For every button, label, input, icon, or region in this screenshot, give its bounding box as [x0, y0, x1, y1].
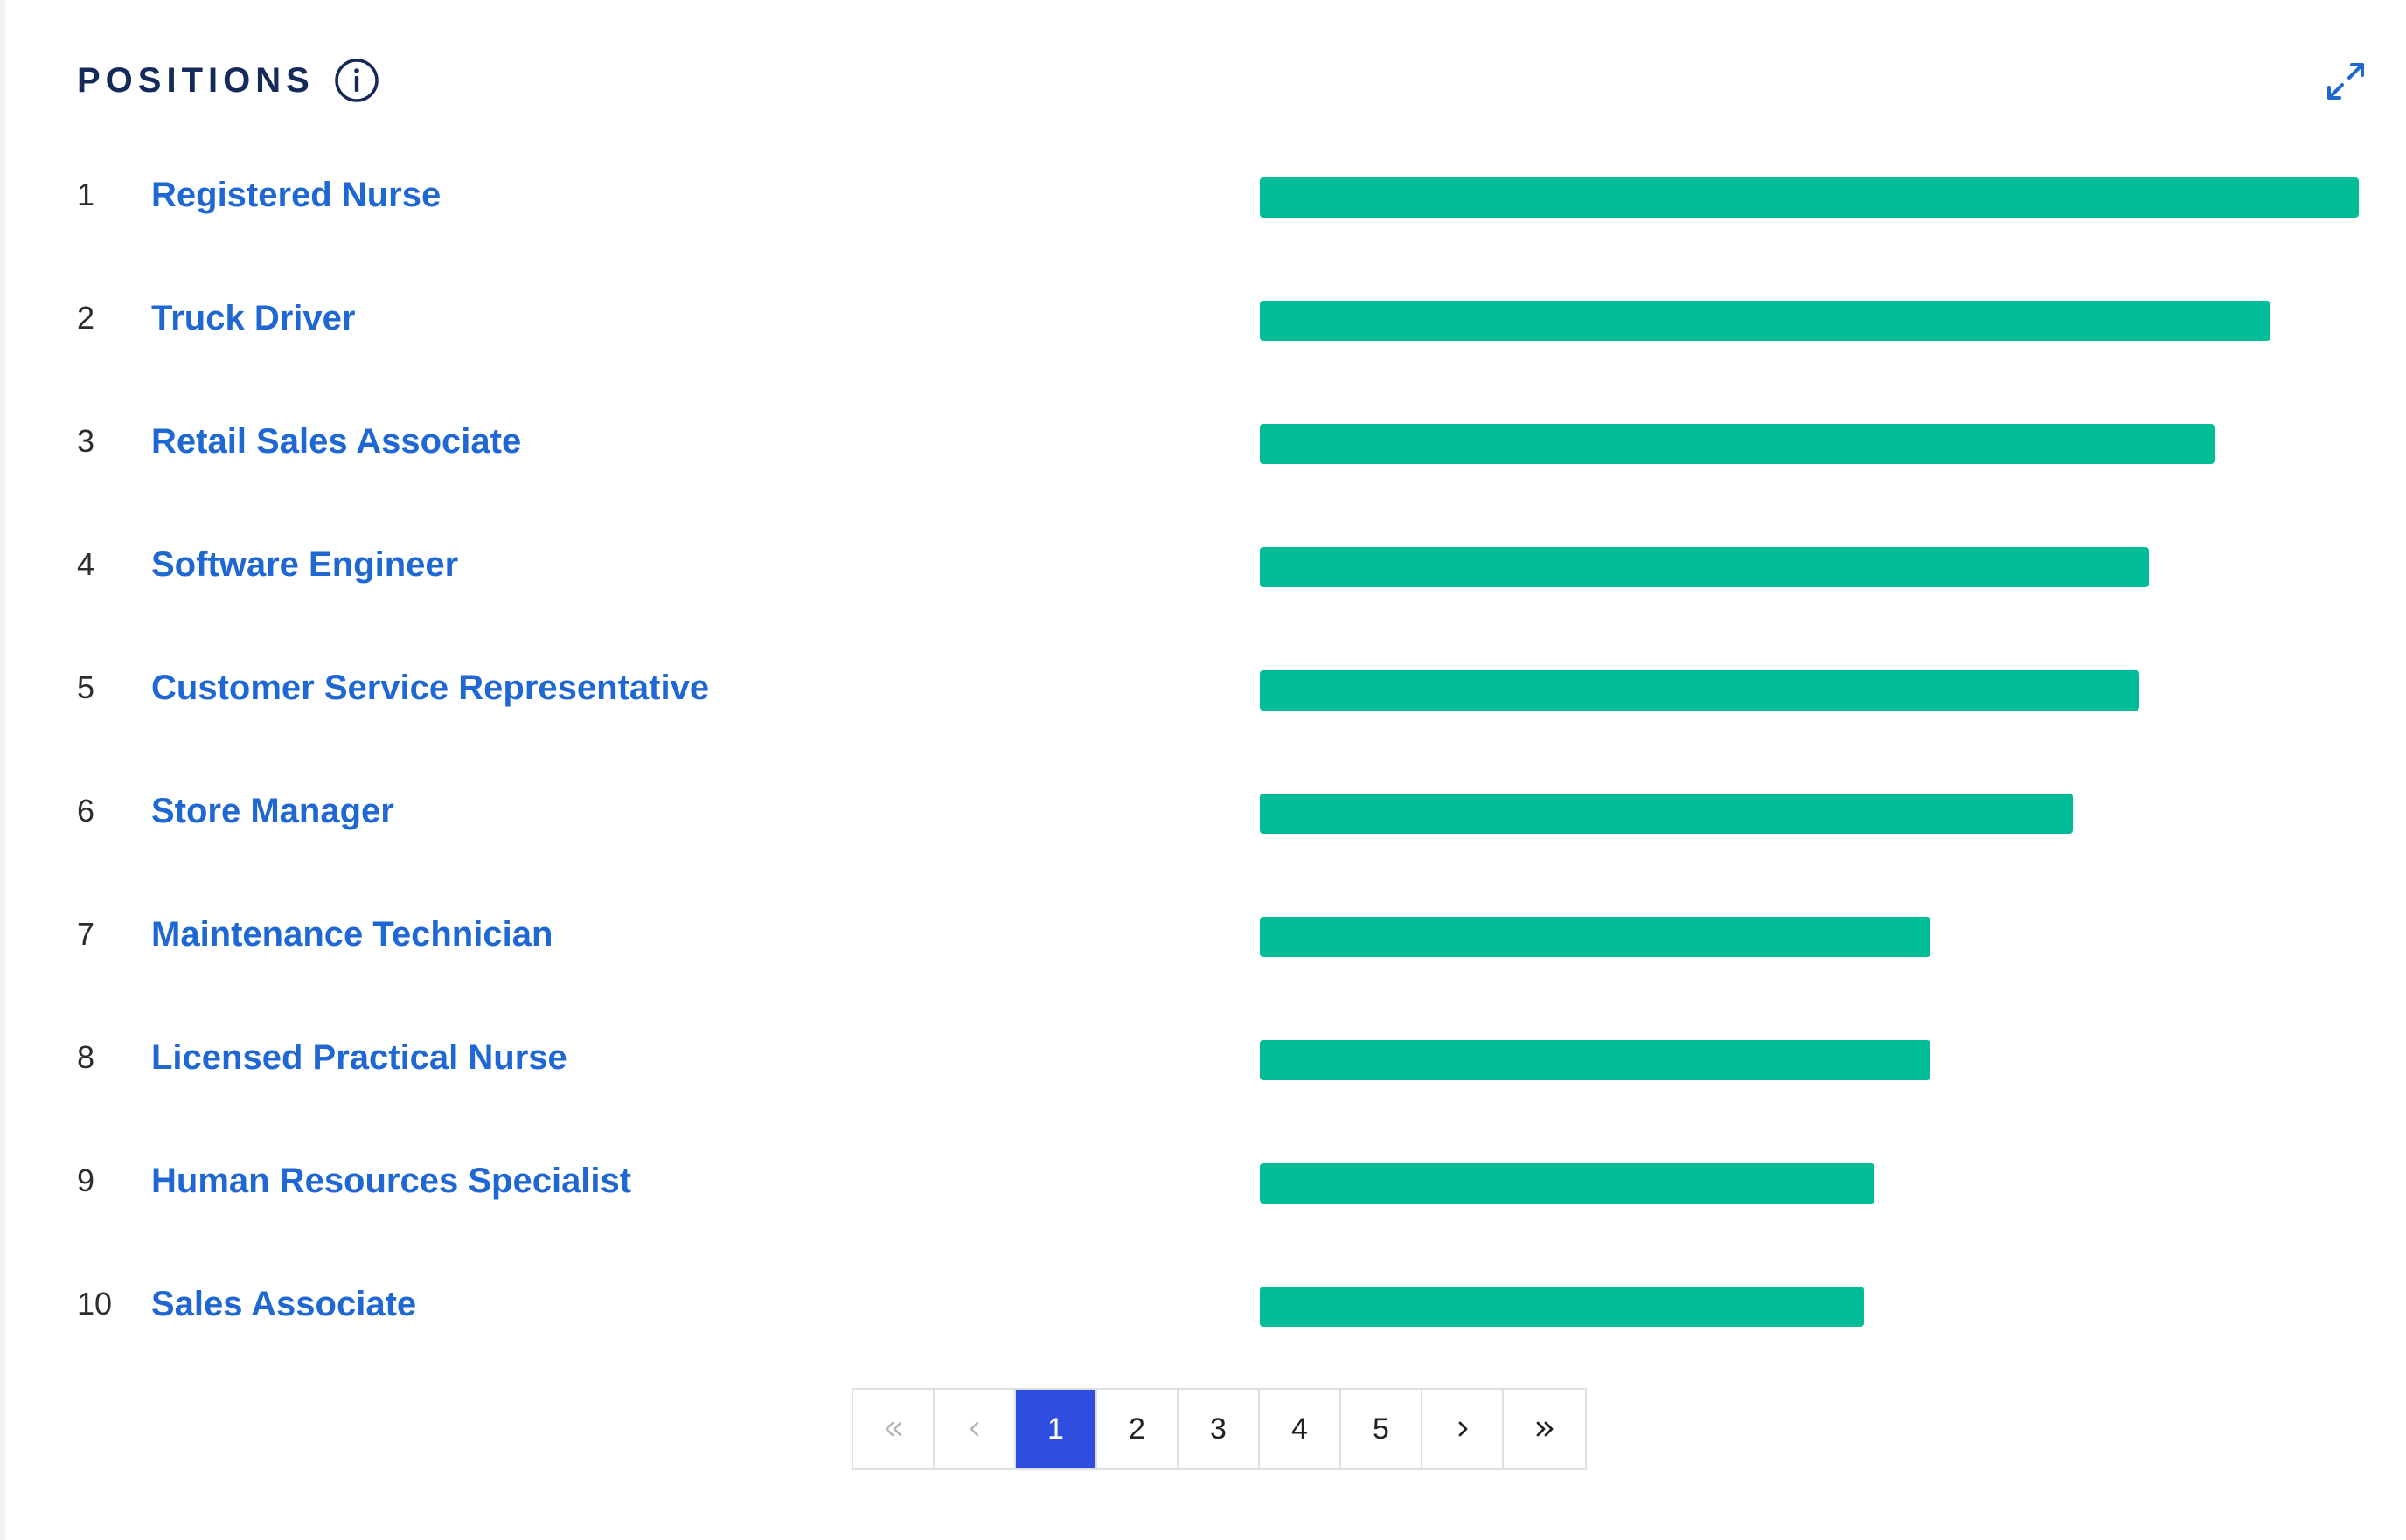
position-link[interactable]: Truck Driver — [151, 299, 356, 337]
list-item: 5 Customer Service Representative — [0, 653, 2406, 723]
position-link[interactable]: Customer Service Representative — [151, 669, 710, 707]
position-link[interactable]: Sales Associate — [151, 1285, 417, 1323]
list-item: 2 Truck Driver — [0, 283, 2406, 353]
position-bar[interactable] — [1260, 177, 2359, 218]
position-bar[interactable] — [1260, 917, 1930, 957]
page-button-5[interactable]: 5 — [1341, 1390, 1422, 1468]
page-button-1[interactable]: 1 — [1016, 1390, 1097, 1468]
last-page-button[interactable] — [1504, 1390, 1585, 1468]
page-button-2[interactable]: 2 — [1097, 1390, 1179, 1468]
panel-left-edge — [0, 0, 5, 1540]
rank-number: 2 — [77, 300, 95, 336]
rank-number: 7 — [77, 916, 95, 952]
chevron-right-icon — [1450, 1416, 1476, 1442]
panel-header: POSITIONS — [77, 54, 379, 107]
position-bar[interactable] — [1260, 547, 2149, 587]
rank-number: 3 — [77, 423, 95, 459]
position-link[interactable]: Maintenance Technician — [151, 915, 553, 954]
rank-number: 9 — [77, 1162, 95, 1198]
rank-number: 10 — [77, 1286, 113, 1321]
list-item: 7 Maintenance Technician — [0, 899, 2406, 969]
list-item: 8 Licensed Practical Nurse — [0, 1023, 2406, 1093]
position-bar[interactable] — [1260, 424, 2215, 464]
next-page-button[interactable] — [1422, 1390, 1504, 1468]
rank-number: 5 — [77, 669, 95, 705]
position-link[interactable]: Software Engineer — [151, 545, 459, 584]
first-page-button[interactable] — [853, 1390, 935, 1468]
page-button-4[interactable]: 4 — [1260, 1390, 1341, 1468]
list-item: 3 Retail Sales Associate — [0, 406, 2406, 476]
list-item: 4 Software Engineer — [0, 530, 2406, 600]
info-circle-icon[interactable] — [334, 58, 379, 103]
rank-number: 8 — [77, 1039, 95, 1075]
position-bar[interactable] — [1260, 301, 2270, 341]
list-item: 10 Sales Associate — [0, 1269, 2406, 1339]
position-link[interactable]: Registered Nurse — [151, 176, 442, 214]
rank-number: 1 — [77, 177, 95, 212]
position-bar[interactable] — [1260, 1040, 1930, 1080]
rank-number: 6 — [77, 793, 95, 829]
position-bar[interactable] — [1260, 1287, 1864, 1327]
double-chevron-right-icon — [1532, 1416, 1558, 1442]
previous-page-button[interactable] — [935, 1390, 1016, 1468]
list-item: 1 Registered Nurse — [0, 160, 2406, 230]
double-chevron-left-icon — [880, 1416, 907, 1442]
panel-title: POSITIONS — [77, 60, 315, 100]
position-bar[interactable] — [1260, 1163, 1874, 1204]
position-bar[interactable] — [1260, 670, 2139, 711]
position-link[interactable]: Licensed Practical Nurse — [151, 1038, 567, 1077]
position-bar[interactable] — [1260, 794, 2073, 834]
rank-number: 4 — [77, 546, 95, 582]
position-link[interactable]: Store Manager — [151, 792, 394, 830]
chevron-left-icon — [962, 1416, 988, 1442]
position-link[interactable]: Human Resources Specialist — [151, 1162, 632, 1200]
list-item: 9 Human Resources Specialist — [0, 1146, 2406, 1216]
position-link[interactable]: Retail Sales Associate — [151, 422, 522, 461]
list-item: 6 Store Manager — [0, 776, 2406, 846]
page-button-3[interactable]: 3 — [1179, 1390, 1260, 1468]
expand-arrows-icon[interactable] — [2324, 59, 2368, 103]
